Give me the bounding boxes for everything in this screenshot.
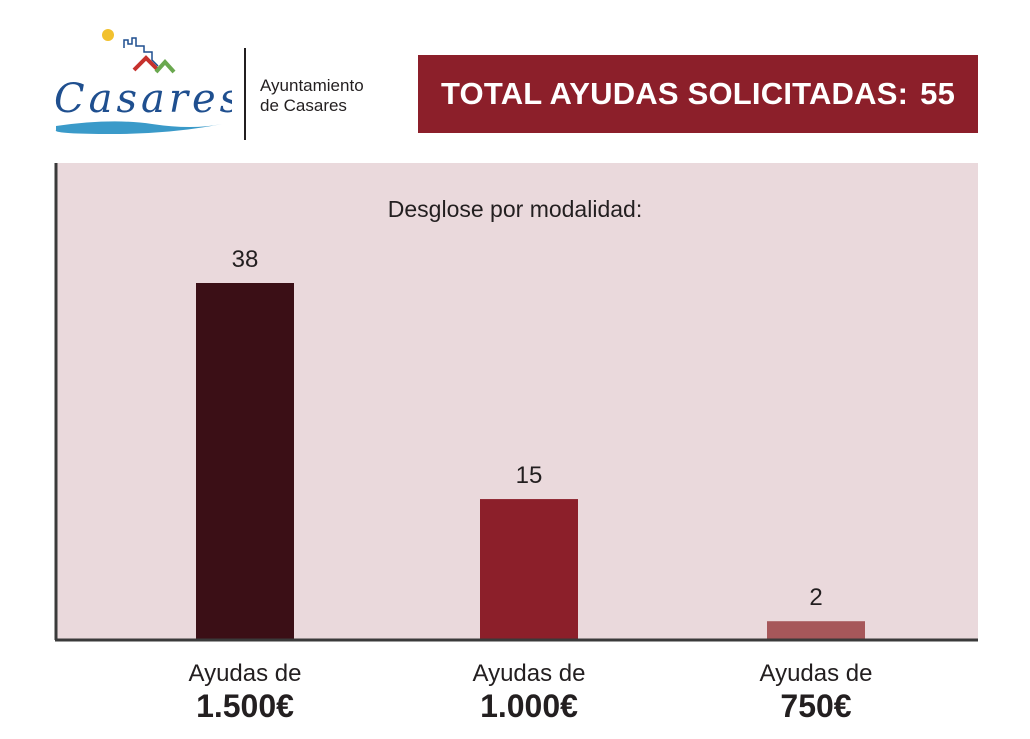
header-divider (244, 48, 246, 140)
sun-icon (102, 29, 114, 41)
category-label-amount: 1.000€ (480, 688, 578, 724)
category-label-line1: Ayudas de (472, 660, 586, 687)
bar-3 (767, 621, 865, 640)
data-label-3: 2 (809, 584, 822, 611)
category-label-1: Ayudas de 1.500€ (125, 660, 365, 724)
chart-title: Desglose por modalidad: (0, 196, 1030, 223)
total-value: 55 (920, 76, 956, 111)
category-label-line1: Ayudas de (759, 660, 873, 687)
bar-2 (480, 499, 578, 640)
castle-icon (123, 37, 159, 67)
wave-icon (55, 121, 222, 134)
chart-title-text: Desglose por modalidad: (387, 196, 643, 222)
casares-logo-graphic: Casares (54, 29, 240, 134)
data-label-2: 15 (516, 462, 543, 489)
total-banner: TOTAL AYUDAS SOLICITADAS: 55 (418, 55, 978, 133)
category-label-amount: 750€ (780, 688, 852, 724)
green-roof-icon (154, 59, 176, 74)
category-label-line1: Ayudas de (188, 660, 302, 687)
bar-1 (196, 283, 294, 640)
category-label-2: Ayudas de 1.000€ (409, 660, 649, 724)
data-label-1: 38 (232, 246, 259, 273)
category-label-amount: 1.500€ (196, 688, 294, 724)
total-label: TOTAL AYUDAS SOLICITADAS: (440, 76, 909, 111)
logo-wordmark: Casares (54, 76, 232, 122)
org-name: Ayuntamiento de Casares (260, 76, 364, 115)
category-label-3: Ayudas de 750€ (696, 660, 936, 724)
casares-logo: Casares (52, 26, 240, 141)
red-roof-icon (132, 55, 160, 72)
